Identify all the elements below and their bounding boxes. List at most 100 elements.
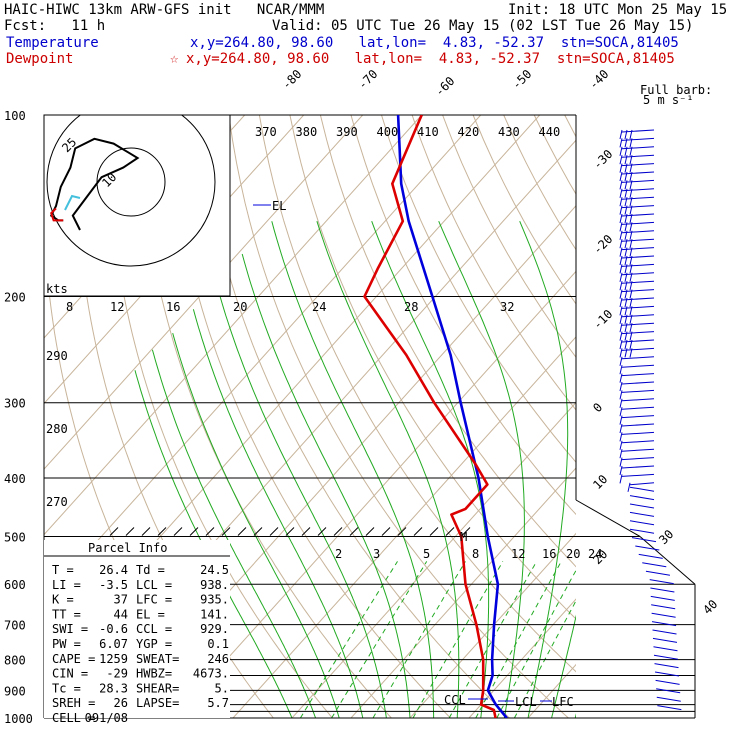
isotherm-label: 0 — [590, 400, 605, 415]
mixing-ratio-label: 2 — [335, 547, 342, 561]
mixing-ratio-label: 20 — [233, 300, 247, 314]
wind-barb-shaft — [652, 637, 678, 643]
wind-barb-shaft — [654, 663, 679, 669]
wind-barb-feather — [624, 205, 628, 215]
parcel-value: 091/08 — [85, 711, 128, 725]
mixing-ratio-label: 28 — [404, 300, 418, 314]
parcel-value: -3.5 — [99, 578, 128, 592]
series-line-dewpoint — [363, 115, 497, 718]
moist-adiabat-line — [316, 221, 460, 718]
parcel-value: -29 — [106, 667, 128, 681]
wind-barb-feather — [619, 213, 623, 224]
freezing-hatch — [445, 527, 455, 536]
wind-barb-feather — [619, 239, 623, 249]
wind-barb-feather — [629, 197, 633, 207]
wind-barb-feather — [619, 356, 623, 366]
freezing-hatch — [141, 527, 151, 536]
dry-adiabat-line — [595, 115, 740, 718]
wind-barb-feather — [629, 264, 633, 274]
m-label: M — [460, 530, 467, 544]
wind-barb-feather — [629, 180, 633, 190]
dry-adiabat-line — [656, 115, 740, 718]
wind-barb-shaft — [621, 137, 655, 141]
wind-barb-shaft — [629, 528, 655, 534]
parcel-key: HWBZ= — [136, 667, 172, 681]
isotherm-label: 30 — [656, 527, 676, 547]
parcel-key: LI = — [52, 578, 81, 592]
wind-barb-feather — [619, 407, 623, 417]
isotherm-line — [232, 336, 576, 718]
freezing-hatch — [173, 527, 183, 536]
wind-barb-shaft — [621, 431, 655, 435]
mixing-ratio-label: 5 — [423, 547, 430, 561]
parcel-key: LCL = — [136, 578, 172, 592]
valid-time: Valid: 05 UTC Tue 26 May 15 (02 LST Tue … — [272, 18, 694, 34]
temperature-legend: Temperature — [6, 35, 99, 51]
wind-barb-shaft — [654, 671, 680, 677]
wind-barb-feather — [619, 188, 623, 198]
wind-barb-shaft — [651, 612, 676, 618]
pressure-label: 700 — [4, 619, 26, 633]
wind-barb-feather — [619, 297, 623, 308]
wind-barb-feather — [619, 205, 623, 215]
dewpoint-legend: Dewpoint — [6, 51, 74, 67]
moist-adiabat-line — [134, 370, 293, 718]
barb-label: 5 m s⁻¹ — [643, 93, 694, 107]
parcel-value: 26 — [114, 696, 128, 710]
wind-barb-feather — [619, 381, 623, 392]
wind-barb-feather — [619, 230, 623, 240]
wind-barb-feather — [624, 138, 628, 148]
parcel-value: 929. — [200, 622, 229, 636]
parcel-value: 28.3 — [99, 681, 128, 695]
parcel-key: SWI = — [52, 622, 88, 636]
parcel-key: K = — [52, 593, 74, 607]
theta-label: 280 — [46, 422, 68, 436]
theta-label: 370 — [255, 125, 277, 139]
parcel-value: 37 — [114, 593, 128, 607]
parcel-key: CIN = — [52, 667, 88, 681]
wind-barb-shaft — [621, 230, 655, 234]
theta-label: 380 — [296, 125, 318, 139]
dry-adiabat-line — [442, 115, 576, 359]
wind-barb-feather — [619, 146, 623, 156]
mixing-ratio-label: 16 — [166, 300, 180, 314]
freezing-hatch — [365, 527, 375, 536]
wind-barb-feather — [619, 432, 623, 442]
pressure-label: 400 — [4, 472, 26, 486]
wind-barb-feather — [624, 247, 628, 257]
isotherm-label: 40 — [700, 597, 720, 617]
freezing-hatch — [125, 527, 135, 536]
wind-barb-feather — [624, 331, 628, 341]
isotherm-line — [705, 115, 740, 718]
parcel-key: T = — [52, 563, 74, 577]
wind-barb-shaft — [621, 179, 655, 183]
wind-barb-feather — [619, 255, 623, 266]
wind-barb-shaft — [621, 423, 655, 427]
parcel-key: CCL = — [136, 622, 172, 636]
wind-barb-feather — [619, 197, 623, 207]
wind-barb-shaft — [629, 503, 655, 509]
wind-barb-shaft — [655, 679, 680, 685]
mixing-ratio-label: 8 — [472, 547, 479, 561]
wind-barb-feather — [619, 449, 623, 459]
wind-barb-shaft — [621, 347, 655, 351]
wind-barb-shaft — [621, 255, 655, 259]
moist-adiabat-line — [438, 221, 525, 718]
isotherm-line — [291, 401, 576, 718]
theta-label: 430 — [498, 125, 520, 139]
dry-adiabat-line — [319, 115, 576, 568]
wind-barb-feather — [624, 264, 628, 274]
parcel-key: SREH = — [52, 696, 95, 710]
mixing-ratio-line — [475, 561, 562, 718]
wind-barb-feather — [629, 297, 633, 308]
lfc-label: LFC — [552, 695, 574, 709]
wind-barb-feather — [624, 323, 628, 333]
moist-adiabat-line — [551, 614, 576, 718]
freezing-hatch — [109, 527, 119, 536]
wind-barb-shaft — [653, 646, 678, 652]
wind-barb-shaft — [621, 305, 655, 309]
wind-barbs: Full barb:5 m s⁻¹ — [619, 83, 712, 711]
parcel-value: 246 — [207, 652, 229, 666]
